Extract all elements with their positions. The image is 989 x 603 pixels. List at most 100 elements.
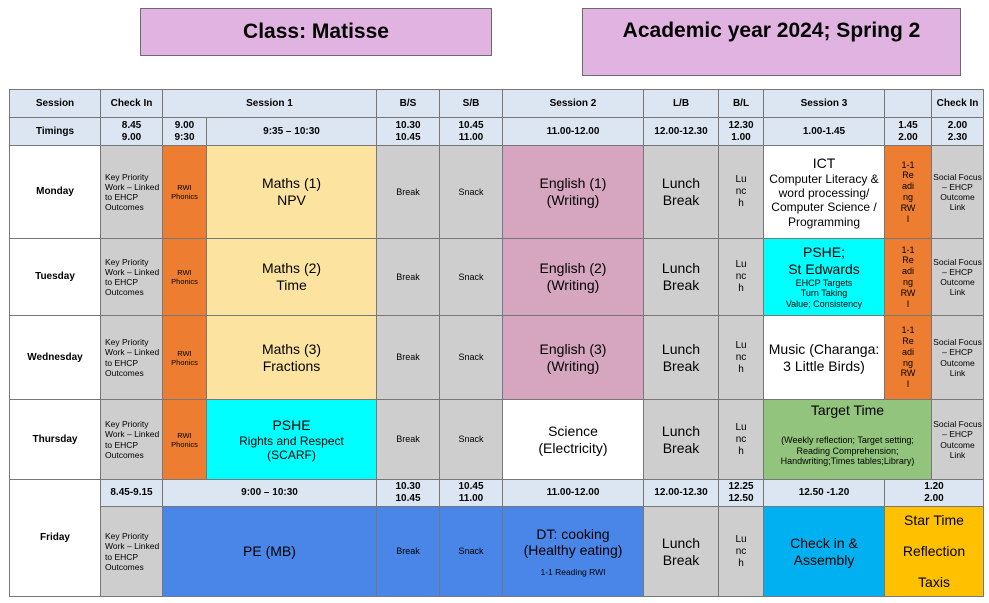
friday-timing-check-in: 8.45-9.15 (100, 479, 163, 507)
row-tuesday: Tuesday Key Priority Work – Linked to EH… (9, 238, 984, 316)
friday-break-cell: Break (376, 506, 440, 597)
timetable: Session Check In Session 1 B/S S/B Sessi… (9, 89, 984, 597)
friday-session3: Check in & Assembly (763, 506, 885, 597)
monday-session1: Maths (1) NPV (206, 145, 377, 239)
wednesday-session1: Maths (3) Fractions (206, 315, 377, 400)
friday-snack-cell: Snack (439, 506, 503, 597)
rwi-phonics-cell: RWI Phonics (162, 315, 207, 400)
break-cell: Break (376, 145, 440, 239)
friday-timings-row: Friday 8.45-9.15 9:00 – 10:30 10.30 10.45… (9, 479, 984, 597)
tuesday-session3: PSHE; St Edwards EHCP Targets Turn Taking Va… (763, 238, 885, 316)
lunch-break-cell: Lunch Break (643, 399, 719, 480)
timing-check-in: 8.45 9.00 (100, 117, 163, 146)
social-focus-cell: Social Focus – EHCP Outcome Link (931, 238, 984, 316)
row-monday: Monday Key Priority Work – Linked to EHC… (9, 145, 984, 239)
timing-rwi: 9.00 9:30 (162, 117, 207, 146)
day-wednesday: Wednesday (9, 315, 101, 400)
friday-timing-sb: 10.45 11.00 (439, 479, 503, 507)
tuesday-session2: English (2) (Writing) (502, 238, 644, 316)
col-lb: L/B (643, 89, 719, 118)
wednesday-session3: Music (Charanga: 3 Little Birds) (763, 315, 885, 400)
academic-year-title-text: Academic year 2024; Spring 2 (622, 19, 921, 42)
rwi-phonics-cell: RWI Phonics (162, 238, 207, 316)
timing-lb: 12.00-12.30 (643, 117, 719, 146)
friday-session1: PE (MB) (162, 506, 377, 597)
lunch-vertical-cell: Lu nc h (718, 315, 764, 400)
row-wednesday: Wednesday Key Priority Work – Linked to … (9, 315, 984, 400)
class-title: Class: Matisse (140, 8, 492, 56)
day-thursday: Thursday (9, 399, 101, 480)
col-session2: Session 2 (502, 89, 644, 118)
friday-timing-bl: 12.25 12.50 (718, 479, 764, 507)
lunch-vertical-cell: Lu nc h (718, 399, 764, 480)
snack-cell: Snack (439, 399, 503, 480)
snack-cell: Snack (439, 315, 503, 400)
monday-session2: English (1) (Writing) (502, 145, 644, 239)
day-tuesday: Tuesday (9, 238, 101, 316)
key-priority-cell: Key Priority Work – Linked to EHCP Outco… (100, 506, 163, 597)
rwi-phonics-cell: RWI Phonics (162, 399, 207, 480)
social-focus-cell: Social Focus – EHCP Outcome Link (931, 315, 984, 400)
col-sb: S/B (439, 89, 503, 118)
timings-label: Timings (9, 117, 101, 146)
friday-timing-lb: 12.00-12.30 (643, 479, 719, 507)
friday-timing-session2: 11.00-12.00 (502, 479, 644, 507)
lunch-break-cell: Lunch Break (643, 145, 719, 239)
key-priority-cell: Key Priority Work – Linked to EHCP Outco… (100, 145, 163, 239)
friday-timing-bs: 10.30 10.45 (376, 479, 440, 507)
thursday-session3: Target Time (Weekly reflection; Target se… (763, 399, 932, 480)
col-bl: B/L (718, 89, 764, 118)
friday-end-cell: Star Time Reflection Taxis (884, 506, 984, 597)
timing-session3: 1.00-1.45 (763, 117, 885, 146)
timing-check-in-2: 2.00 2.30 (931, 117, 984, 146)
monday-session3: ICT Computer Literacy & word processing/ … (763, 145, 885, 239)
tuesday-session1: Maths (2) Time (206, 238, 377, 316)
col-session1: Session 1 (162, 89, 377, 118)
key-priority-cell: Key Priority Work – Linked to EHCP Outco… (100, 238, 163, 316)
lunch-break-cell: Lunch Break (643, 315, 719, 400)
lunch-vertical-cell: Lu nc h (718, 145, 764, 239)
header-row: Session Check In Session 1 B/S S/B Sessi… (9, 89, 984, 118)
lunch-vertical-cell: Lu nc h (718, 238, 764, 316)
social-focus-cell: Social Focus – EHCP Outcome Link (931, 145, 984, 239)
reading-rwi-cell: 1-1 Re adi ng RW I (884, 145, 932, 239)
rwi-phonics-cell: RWI Phonics (162, 145, 207, 239)
break-cell: Break (376, 315, 440, 400)
timing-sb: 10.45 11.00 (439, 117, 503, 146)
col-reading-blank (884, 89, 932, 118)
reading-rwi-cell: 1-1 Re adi ng RW I (884, 238, 932, 316)
col-session: Session (9, 89, 101, 118)
timings-row: Timings 8.45 9.00 9.00 9:30 9:35 – 10:30 1… (9, 117, 984, 146)
timing-session2: 11.00-12.00 (502, 117, 644, 146)
snack-cell: Snack (439, 238, 503, 316)
col-bs: B/S (376, 89, 440, 118)
day-friday: Friday (9, 479, 101, 597)
row-thursday: Thursday Key Priority Work – Linked to E… (9, 399, 984, 480)
lunch-vertical-cell: Lu nc h (718, 506, 764, 597)
reading-rwi-cell: 1-1 Re adi ng RW I (884, 315, 932, 400)
academic-year-title: Academic year 2024; Spring 2 (582, 8, 961, 76)
friday-session2: DT: cooking (Healthy eating) 1-1 Reading R… (502, 506, 644, 597)
social-focus-cell: Social Focus – EHCP Outcome Link (931, 399, 984, 480)
timing-reading: 1.45 2.00 (884, 117, 932, 146)
timing-bs: 10.30 10.45 (376, 117, 440, 146)
col-session3: Session 3 (763, 89, 885, 118)
key-priority-cell: Key Priority Work – Linked to EHCP Outco… (100, 315, 163, 400)
col-check-in: Check In (100, 89, 163, 118)
class-title-text: Class: Matisse (243, 20, 389, 43)
col-check-in-2: Check In (931, 89, 984, 118)
lunch-break-cell: Lunch Break (643, 506, 719, 597)
row-friday: Key Priority Work – Linked to EHCP Outco… (10, 506, 984, 597)
friday-timing-end: 1.20 2.00 (884, 479, 984, 507)
thursday-session2: Science (Electricity) (502, 399, 644, 480)
friday-timing-session3: 12.50 -1.20 (763, 479, 885, 507)
thursday-session1: PSHE Rights and Respect (SCARF) (206, 399, 377, 480)
wednesday-session2: English (3) (Writing) (502, 315, 644, 400)
key-priority-cell: Key Priority Work – Linked to EHCP Outco… (100, 399, 163, 480)
lunch-break-cell: Lunch Break (643, 238, 719, 316)
break-cell: Break (376, 238, 440, 316)
timing-session1: 9:35 – 10:30 (206, 117, 377, 146)
timing-bl: 12.30 1.00 (718, 117, 764, 146)
day-monday: Monday (9, 145, 101, 239)
friday-timing-session1: 9:00 – 10:30 (162, 479, 377, 507)
